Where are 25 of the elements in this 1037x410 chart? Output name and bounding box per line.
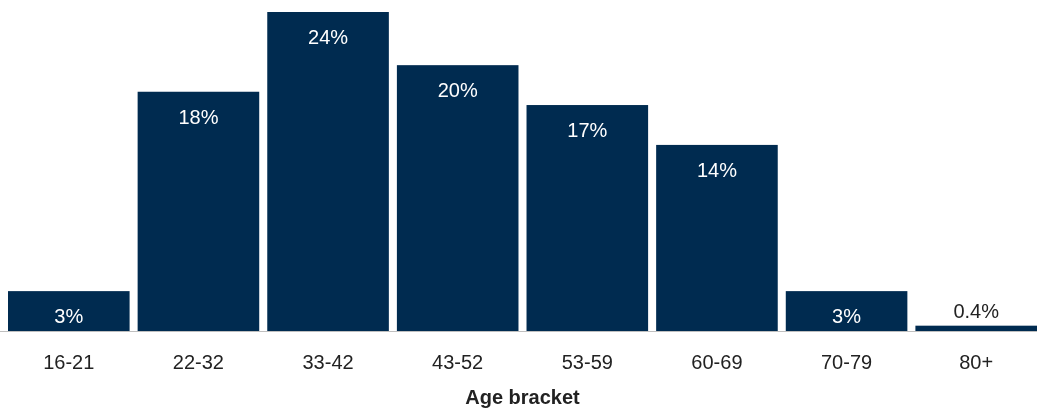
bar — [396, 65, 519, 331]
x-tick-label: 80+ — [959, 351, 994, 373]
x-axis-title: Age bracket — [465, 386, 581, 408]
data-label: 18% — [178, 105, 219, 128]
x-tick-label: 70-79 — [821, 351, 873, 373]
data-label: 17% — [567, 119, 608, 142]
bar — [656, 144, 778, 331]
data-label: 3% — [832, 305, 862, 328]
x-tick-label: 43-52 — [432, 351, 484, 373]
x-tick-label: 16-21 — [43, 351, 95, 373]
bar — [137, 91, 260, 331]
bar — [267, 12, 389, 331]
bar — [8, 291, 130, 331]
bar — [526, 105, 649, 331]
data-label: 0.4% — [953, 299, 1000, 322]
data-label: 20% — [437, 79, 478, 102]
bar — [915, 325, 1037, 331]
x-tick-label: 60-69 — [691, 351, 743, 373]
data-label: 14% — [696, 158, 738, 181]
bar — [785, 291, 908, 331]
x-tick-label: 53-59 — [561, 351, 613, 373]
x-tick-label: 33-42 — [302, 351, 354, 373]
data-label: 3% — [54, 305, 84, 328]
x-tick-label: 22-32 — [172, 351, 224, 373]
data-label: 24% — [308, 26, 349, 48]
